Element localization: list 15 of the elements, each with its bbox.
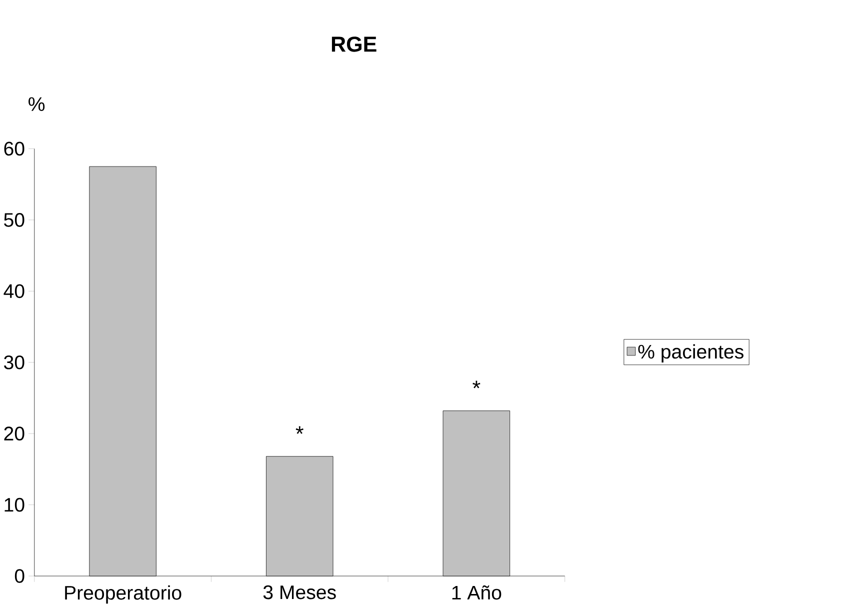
annotation: * [472,380,480,388]
chart-title: RGE [332,36,376,52]
y-tick-label: 40 [4,284,24,298]
x-tick-label: 3 Meses [263,585,336,600]
y-tick-label: 30 [4,355,24,370]
y-tick-label: 10 [4,498,24,512]
y-tick-label: 20 [4,426,24,441]
y-tick-label: 60 [4,142,24,156]
x-tick-label: Preoperatorio [65,585,182,604]
x-tick-label: 1 Año [452,585,502,600]
y-tick-label: 50 [4,213,24,227]
annotation: * [296,426,304,434]
legend-label: % pacientes [638,344,744,363]
y-tick-label: 0 [14,569,24,583]
y-axis-title: % [28,97,45,111]
